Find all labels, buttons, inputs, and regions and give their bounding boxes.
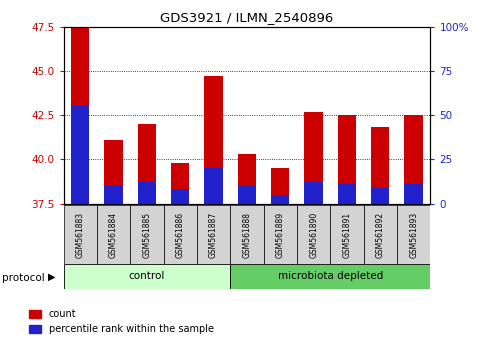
Text: GSM561892: GSM561892 bbox=[375, 211, 384, 258]
FancyBboxPatch shape bbox=[363, 205, 396, 264]
Bar bbox=[71, 27, 89, 204]
FancyBboxPatch shape bbox=[329, 205, 363, 264]
Bar bbox=[404, 115, 422, 204]
Text: GSM561883: GSM561883 bbox=[76, 211, 84, 258]
Text: GSM561893: GSM561893 bbox=[408, 211, 417, 258]
Text: control: control bbox=[128, 271, 165, 281]
Text: GSM561885: GSM561885 bbox=[142, 211, 151, 258]
Bar bbox=[337, 115, 355, 204]
Bar bbox=[71, 106, 89, 204]
Bar bbox=[304, 112, 322, 204]
Text: GSM561888: GSM561888 bbox=[242, 212, 251, 257]
Text: GSM561884: GSM561884 bbox=[109, 211, 118, 258]
FancyBboxPatch shape bbox=[97, 205, 130, 264]
Text: GSM561890: GSM561890 bbox=[308, 211, 318, 258]
Text: microbiota depleted: microbiota depleted bbox=[277, 271, 382, 281]
Bar bbox=[171, 189, 189, 204]
Text: protocol: protocol bbox=[2, 273, 45, 283]
FancyBboxPatch shape bbox=[130, 205, 163, 264]
Text: ▶: ▶ bbox=[48, 272, 55, 282]
Title: GDS3921 / ILMN_2540896: GDS3921 / ILMN_2540896 bbox=[160, 11, 333, 24]
FancyBboxPatch shape bbox=[63, 205, 97, 264]
FancyBboxPatch shape bbox=[296, 205, 329, 264]
Text: GSM561886: GSM561886 bbox=[175, 211, 184, 258]
Bar bbox=[138, 182, 156, 204]
FancyBboxPatch shape bbox=[163, 205, 197, 264]
FancyBboxPatch shape bbox=[230, 205, 263, 264]
FancyBboxPatch shape bbox=[230, 264, 429, 289]
Bar bbox=[237, 186, 256, 204]
Bar bbox=[237, 154, 256, 204]
FancyBboxPatch shape bbox=[263, 205, 296, 264]
Bar bbox=[104, 186, 122, 204]
Text: GSM561891: GSM561891 bbox=[342, 211, 351, 258]
Text: GSM561887: GSM561887 bbox=[209, 211, 218, 258]
FancyBboxPatch shape bbox=[197, 205, 230, 264]
FancyBboxPatch shape bbox=[63, 264, 230, 289]
Bar bbox=[304, 182, 322, 204]
Bar bbox=[171, 163, 189, 204]
Bar bbox=[270, 195, 289, 204]
Bar bbox=[370, 127, 388, 204]
Bar bbox=[138, 124, 156, 204]
Bar bbox=[404, 184, 422, 204]
Bar bbox=[337, 184, 355, 204]
Bar bbox=[204, 168, 223, 204]
Bar bbox=[204, 76, 223, 204]
Bar bbox=[370, 188, 388, 204]
Legend: count, percentile rank within the sample: count, percentile rank within the sample bbox=[29, 309, 213, 334]
FancyBboxPatch shape bbox=[396, 205, 429, 264]
Bar bbox=[104, 140, 122, 204]
Text: GSM561889: GSM561889 bbox=[275, 211, 284, 258]
Bar bbox=[270, 168, 289, 204]
